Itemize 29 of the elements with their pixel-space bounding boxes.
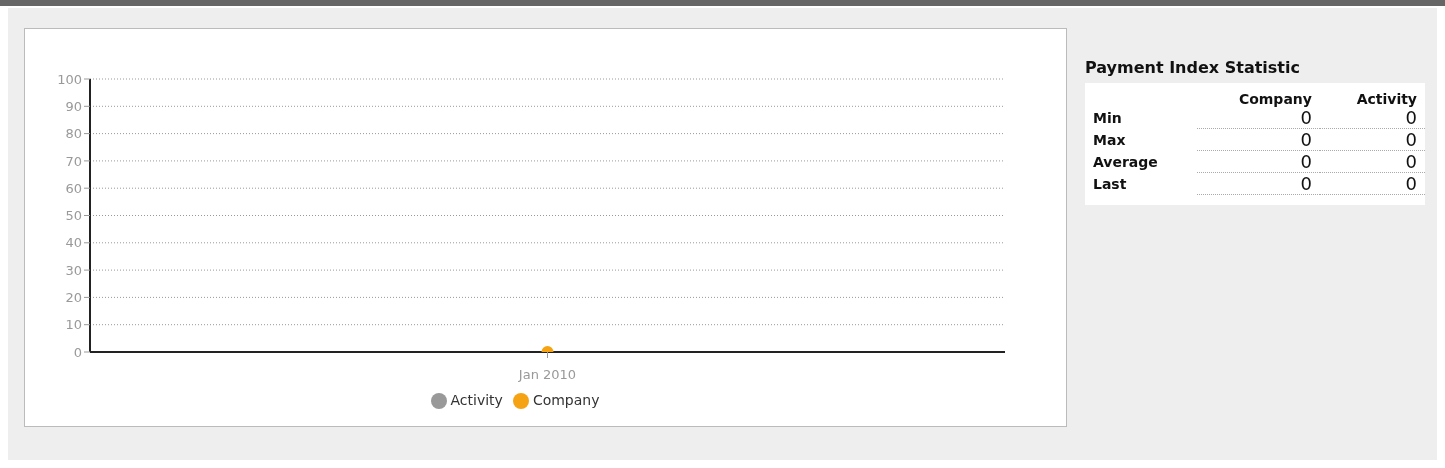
- text: 0: [1405, 173, 1417, 194]
- legend-label: Company: [532, 392, 600, 408]
- y-tick-label: 20: [65, 290, 82, 306]
- text: Payment Index Statistic: [1085, 58, 1301, 77]
- text: 0: [1300, 151, 1312, 172]
- category-label: Company: [1237, 90, 1313, 107]
- category-label: Activity: [1355, 90, 1418, 107]
- y-tick-label: 90: [65, 98, 82, 114]
- y-tick-label: 30: [65, 262, 82, 278]
- text: 0: [1405, 151, 1417, 172]
- category-label: Average: [1093, 153, 1158, 170]
- text: 0: [1405, 129, 1417, 150]
- y-tick-label: 50: [65, 208, 82, 224]
- y-tick-label: 0: [73, 344, 82, 360]
- y-tick-label: 10: [65, 317, 82, 333]
- y-tick-label: 100: [57, 71, 82, 87]
- legend-label: Activity: [450, 392, 503, 408]
- text: 0: [1300, 107, 1312, 128]
- y-tick-label: 40: [65, 235, 82, 251]
- text: 0: [1300, 129, 1312, 150]
- category-label: Min: [1093, 109, 1122, 126]
- category-label: Max: [1093, 131, 1126, 148]
- text: 0: [1300, 173, 1312, 194]
- y-tick-label: 60: [65, 180, 82, 196]
- y-tick-label: 70: [65, 153, 82, 169]
- x-tick-label: Jan 2010: [517, 367, 577, 383]
- y-tick-label: 80: [65, 126, 82, 142]
- category-label: Last: [1093, 175, 1127, 192]
- text: 0: [1405, 107, 1417, 128]
